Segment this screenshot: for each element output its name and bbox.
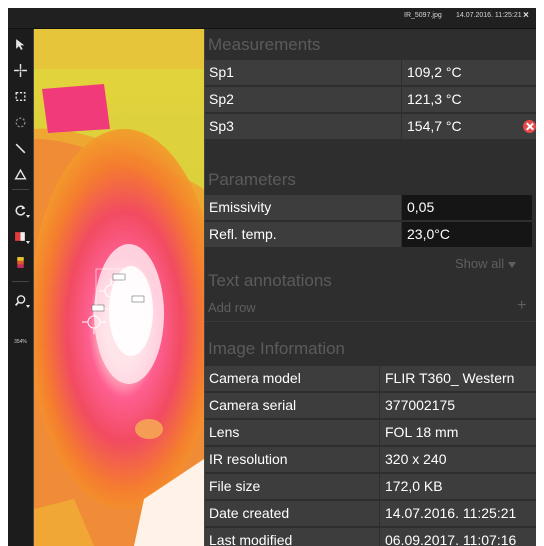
- parameters-heading: Parameters: [208, 170, 296, 189]
- info-value: 320 x 240: [380, 447, 536, 472]
- info-name: Lens: [205, 420, 379, 445]
- info-row: IR resolution 320 x 240: [205, 447, 536, 473]
- show-all-label: Show all: [455, 256, 505, 271]
- palette-icon[interactable]: [11, 227, 30, 245]
- title-bar: IR_5097.jpg 14.07.2016. 11:25:21 ×: [8, 8, 536, 29]
- thermal-image[interactable]: [34, 29, 204, 546]
- zoom-level: 354%: [14, 339, 27, 345]
- info-name: Camera model: [205, 366, 379, 391]
- measurement-row[interactable]: Sp2 121,3 °C: [205, 87, 536, 113]
- file-datetime: 14.07.2016. 11:25:21: [456, 12, 522, 19]
- parameter-name: Refl. temp.: [205, 222, 401, 247]
- info-value: 14.07.2016. 11:25:21: [380, 501, 536, 526]
- rotate-icon[interactable]: [11, 201, 30, 219]
- info-row: Date created 14.07.2016. 11:25:21: [205, 501, 536, 527]
- image-information-heading: Image Information: [208, 339, 346, 358]
- info-row: Last modified 06.09.2017. 11:07:16: [205, 528, 536, 546]
- tool-sidebar: 354%: [8, 29, 34, 546]
- thermal-image-canvas: [34, 29, 204, 546]
- toolbar-divider: [12, 189, 29, 190]
- measurement-value: 109,2 °C: [402, 60, 536, 85]
- color-scale-icon[interactable]: [11, 253, 30, 271]
- section-divider: [205, 321, 536, 322]
- info-row: Camera serial 377002175: [205, 393, 536, 419]
- file-name: IR_5097.jpg: [404, 12, 442, 19]
- info-row: Lens FOL 18 mm: [205, 420, 536, 446]
- info-value: FLIR T360_ Western: [380, 366, 536, 391]
- flir-tools-window: IR_5097.jpg 14.07.2016. 11:25:21 ×: [8, 8, 536, 546]
- parameter-row[interactable]: Refl. temp. 23,0°C: [205, 222, 536, 248]
- zoom-icon[interactable]: [11, 291, 30, 309]
- spot-marker[interactable]: [119, 295, 145, 324]
- info-name: File size: [205, 474, 379, 499]
- select-arrow-icon[interactable]: [11, 35, 30, 53]
- refl-temp-input[interactable]: 23,0°C: [402, 222, 532, 247]
- parameter-name: Emissivity: [205, 195, 401, 220]
- box-tool-icon[interactable]: [11, 87, 30, 105]
- info-value: 377002175: [380, 393, 536, 418]
- info-name: Date created: [205, 501, 379, 526]
- info-panel: Measurements Sp1 109,2 °C Sp2 121,3 °C S…: [204, 29, 536, 546]
- chevron-down-icon: [508, 261, 517, 268]
- info-value: FOL 18 mm: [380, 420, 536, 445]
- add-row-button[interactable]: Add row: [208, 300, 256, 315]
- spot-marker[interactable]: [82, 304, 106, 334]
- line-tool-icon[interactable]: [11, 139, 30, 157]
- info-name: Camera serial: [205, 393, 379, 418]
- spot-marker[interactable]: [99, 273, 126, 303]
- info-row: Camera model FLIR T360_ Western: [205, 366, 536, 392]
- spot-tool-icon[interactable]: [11, 61, 30, 79]
- measurements-heading: Measurements: [208, 35, 321, 54]
- measurement-name: Sp2: [205, 87, 401, 112]
- delete-measurement-icon[interactable]: [523, 120, 536, 133]
- parameter-row[interactable]: Emissivity 0,05: [205, 195, 536, 221]
- text-annotations-heading: Text annotations: [208, 271, 332, 290]
- show-all-button[interactable]: Show all: [455, 256, 517, 271]
- measurement-name: Sp3: [205, 114, 401, 139]
- info-value: 06.09.2017. 11:07:16: [380, 528, 536, 546]
- measurement-value: 121,3 °C: [402, 87, 536, 112]
- circle-tool-icon[interactable]: [11, 113, 30, 131]
- info-value: 172,0 KB: [380, 474, 536, 499]
- add-row-icon[interactable]: +: [517, 297, 527, 314]
- delta-tool-icon[interactable]: [11, 165, 30, 183]
- toolbar-divider: [12, 281, 29, 282]
- measurement-row[interactable]: Sp3 154,7 °C: [205, 114, 536, 140]
- info-name: IR resolution: [205, 447, 379, 472]
- measurement-value: 154,7 °C: [402, 114, 536, 139]
- measurement-name: Sp1: [205, 60, 401, 85]
- emissivity-input[interactable]: 0,05: [402, 195, 532, 220]
- close-button[interactable]: ×: [523, 10, 529, 21]
- measurement-row[interactable]: Sp1 109,2 °C: [205, 60, 536, 86]
- info-row: File size 172,0 KB: [205, 474, 536, 500]
- info-name: Last modified: [205, 528, 379, 546]
